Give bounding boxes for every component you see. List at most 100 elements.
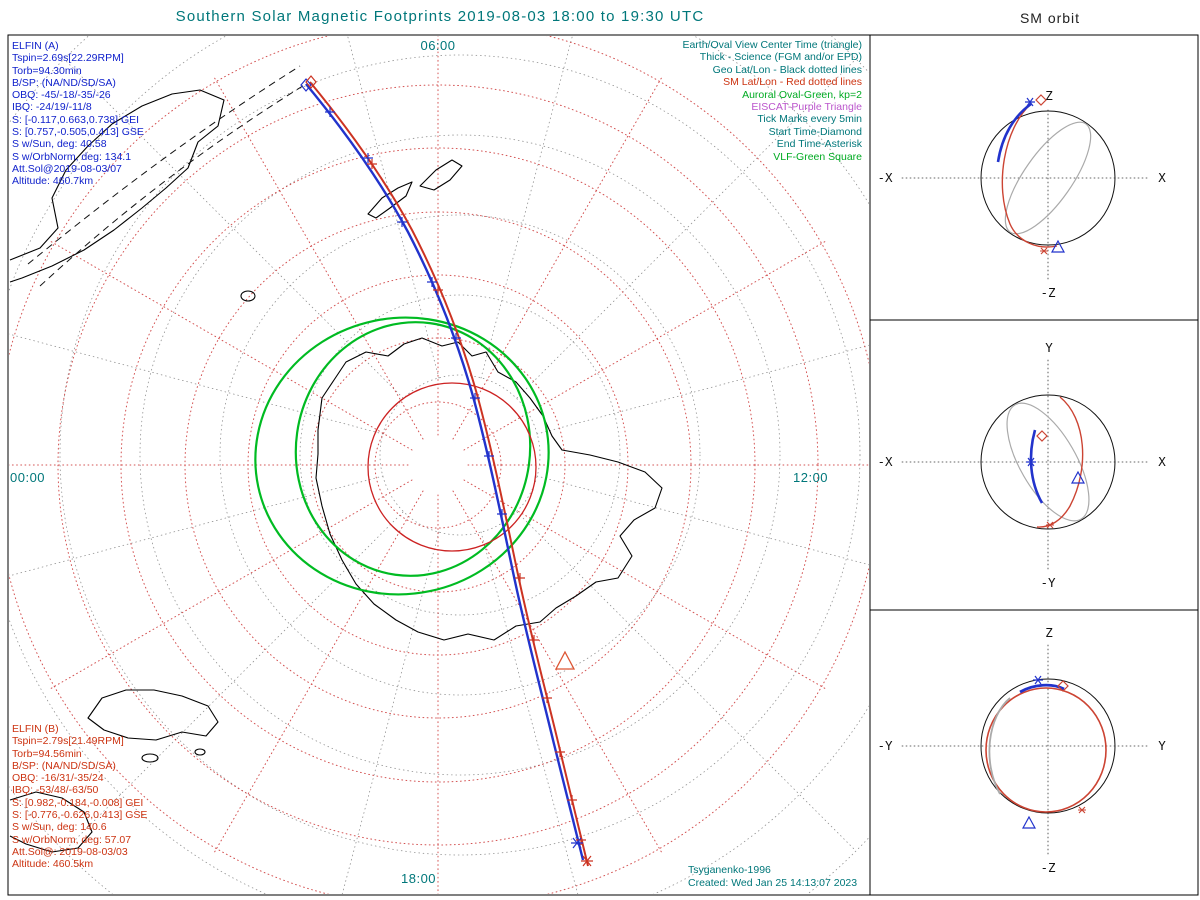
elfin-b-line: S: [-0.776,-0.626,0.413] GSE — [12, 809, 148, 822]
panel1-axis-top: Z — [1045, 88, 1053, 103]
orbit-panel-xz — [901, 94, 1149, 283]
legend-item: SM Lat/Lon - Red dotted lines — [723, 76, 862, 89]
orbit-arc-back — [988, 697, 1011, 795]
panel1-axis-right: X — [1158, 170, 1166, 185]
plot-borders — [7, 34, 1199, 896]
panel2-axis-left: -X — [877, 454, 893, 469]
antarctica-coast — [315, 337, 663, 641]
orbit-circle-b — [985, 687, 1107, 813]
panel2-axis-bottom: -Y — [1040, 575, 1056, 590]
panel3-diamond — [1057, 680, 1069, 692]
elfin-b-line: OBQ: -16/31/-35/24 — [12, 772, 104, 785]
orbit-ellipse-back — [1006, 402, 1090, 522]
panel1-axis-left: -X — [877, 170, 893, 185]
elfin-a-line: Altitude: 460.7km — [12, 175, 94, 188]
nonscience-orbit-dashed — [27, 65, 307, 287]
clock-label-1200: 12:00 — [793, 470, 829, 485]
panel2-diamond — [1036, 430, 1048, 442]
legend-item: VLF-Green Square — [773, 150, 862, 163]
legend-item: EISCAT-Purple Triangle — [751, 101, 862, 114]
model-label: Tsyganenko-1996 — [688, 864, 771, 876]
legend-item: Start Time-Diamond — [768, 125, 862, 138]
panel2-axis-right: X — [1158, 454, 1166, 469]
panel1-red-asterisk — [1040, 247, 1048, 255]
orbit-arc-a-science — [1019, 683, 1065, 694]
track-markers — [300, 75, 593, 867]
elfin-b-line: Altitude: 460.5km — [12, 858, 94, 871]
australia-coast — [9, 89, 225, 283]
orbit-panel-xy — [901, 359, 1149, 571]
elfin-a-line: S: [0.757,-0.505,0.413] GSE — [12, 126, 144, 139]
created-timestamp: Created: Wed Jan 25 14:13:07 2023 — [688, 876, 858, 889]
orbit-arc-b — [1001, 103, 1058, 248]
elfin-b-line: Att.Sol@: 2019-08-03/03 — [12, 845, 128, 858]
plot-footer: Tsyganenko-1996 Created: Wed Jan 25 14:1… — [688, 864, 857, 889]
elfin-b-line: Tspin=2.79s[21.49RPM] — [12, 735, 124, 748]
orbit-panel-yz — [901, 644, 1149, 856]
elfin-a-line: B/SP: (NA/ND/SD/SA) — [12, 76, 116, 89]
island-2 — [194, 748, 206, 756]
panel2-red-asterisk — [1046, 521, 1054, 529]
elfin-a-line: Att.Sol@2019-08-03/07 — [12, 162, 122, 175]
south-america-tip — [87, 689, 219, 741]
legend-item: Earth/Oval View Center Time (triangle) — [682, 39, 862, 51]
elfin-a-line: Tspin=2.69s[22.29RPM] — [12, 52, 124, 65]
elfin-a-line: S w/OrbNorm, deg: 134.1 — [12, 150, 132, 163]
end-asterisk-b — [581, 855, 593, 867]
panel3-red-asterisk — [1078, 806, 1086, 814]
panel3-axis-top: Z — [1045, 625, 1053, 640]
panel1-asterisk — [1025, 97, 1035, 107]
new-zealand-north — [419, 159, 463, 191]
panel2-asterisk — [1026, 457, 1036, 467]
start-diamond-a — [300, 78, 312, 92]
legend-item: End Time-Asterisk — [776, 138, 862, 151]
elfin-b-line: S w/OrbNorm, deg: 57.07 — [12, 833, 132, 846]
map-legend: Earth/Oval View Center Time (triangle) T… — [562, 39, 862, 163]
elfin-b-line: S w/Sun, deg: 140.6 — [12, 821, 107, 834]
legend-item: Geo Lat/Lon - Black dotted lines — [712, 63, 862, 76]
elfin-a-tick-marks — [325, 107, 507, 519]
elfin-b-tick-marks — [367, 159, 586, 845]
elfin-a-line: ELFIN (A) — [12, 40, 59, 52]
clock-label-0000: 00:00 — [10, 470, 46, 485]
elfin-b-line: S: [0.982,-0.184,-0.008] GEI — [12, 796, 144, 809]
elfin-a-track — [305, 83, 585, 861]
page-title: Southern Solar Magnetic Footprints 2019-… — [175, 8, 705, 25]
island-1 — [141, 753, 159, 763]
legend-item: Thick - Science (FGM and/or EPD) — [699, 51, 862, 64]
elfin-a-line: S w/Sun, deg: 40.58 — [12, 138, 107, 151]
elfin-a-line: Torb=94.30min — [12, 64, 82, 77]
elfin-a-line: S: [-0.117,0.663,0.738] GEI — [12, 113, 140, 126]
panel1-axis-bottom: -Z — [1040, 285, 1056, 300]
panel2-axis-top: Y — [1045, 340, 1053, 355]
panel3-asterisk — [1033, 675, 1043, 685]
coastlines — [9, 89, 663, 853]
red-reference-circle — [367, 382, 537, 552]
panel2-triangle — [1070, 470, 1086, 484]
orbit-arc-b — [1036, 396, 1084, 528]
panel1-diamond — [1035, 94, 1047, 106]
sm-orbit-title: SM orbit — [1019, 10, 1081, 26]
elfin-a-info: ELFIN (A) Tspin=2.69s[22.29RPM] Torb=94.… — [12, 40, 144, 188]
corner-coast — [9, 791, 93, 853]
legend-item: Auroral Oval-Green, kp=2 — [742, 88, 862, 101]
end-asterisk-a — [571, 837, 583, 849]
elfin-b-info: ELFIN (B) Tspin=2.79s[21.49RPM] Torb=94.… — [12, 723, 147, 871]
panel3-axis-right: Y — [1158, 738, 1166, 753]
panel3-triangle — [1021, 815, 1037, 829]
elfin-b-track — [309, 81, 589, 867]
legend-item: Tick Marks every 5min — [757, 113, 862, 126]
sm-grid — [9, 36, 869, 894]
panel1-triangle — [1050, 239, 1066, 253]
orbit-arc-a-science — [996, 102, 1032, 163]
clock-label-1800: 18:00 — [401, 871, 437, 886]
new-zealand-south — [367, 181, 413, 219]
elfin-b-line: B/SP: (NA/ND/SD/SA) — [12, 759, 116, 772]
orbit-ellipse-back — [1004, 121, 1092, 235]
view-center-triangle — [554, 650, 576, 670]
geo-grid — [9, 36, 869, 894]
orbit-arc-a-science — [1029, 429, 1044, 504]
elfin-b-line: Torb=94.56min — [12, 747, 82, 760]
